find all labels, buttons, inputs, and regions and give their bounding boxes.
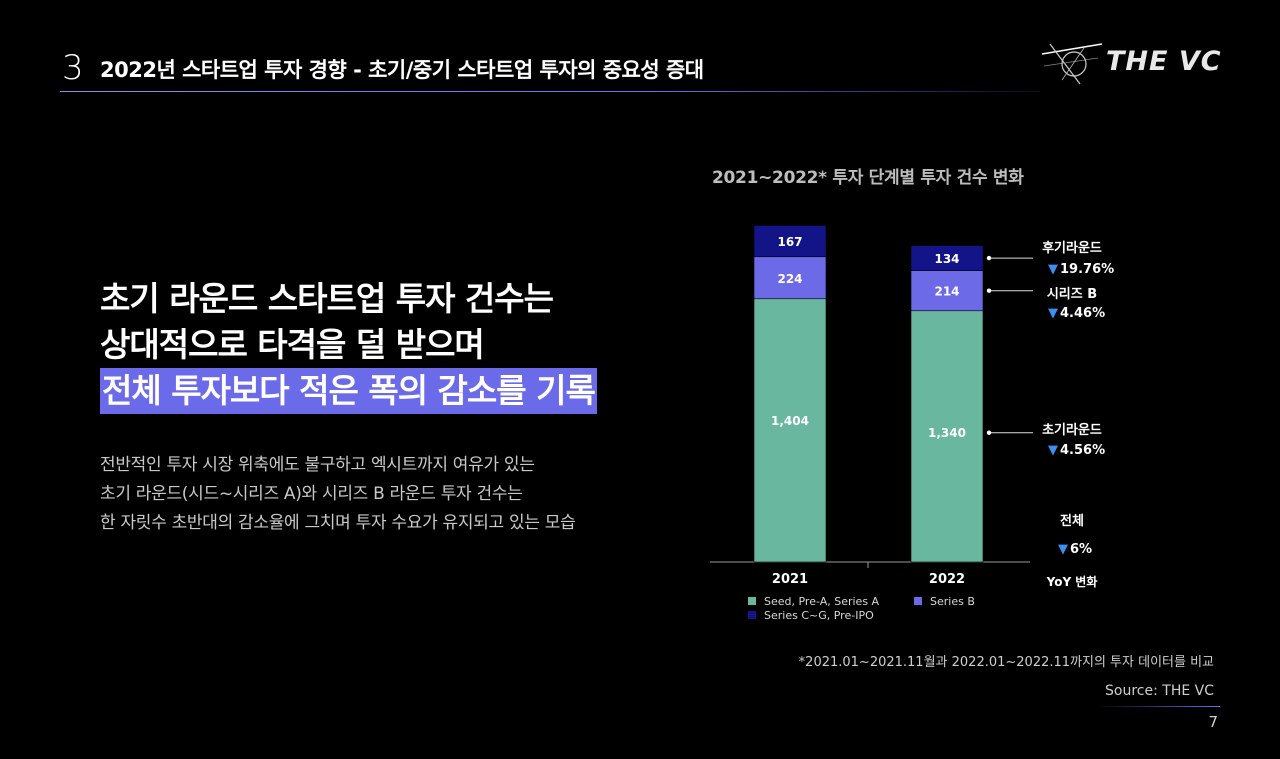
yoy-down-arrow-later: ▼ xyxy=(1048,262,1058,277)
x-tick-label-2021: 2021 xyxy=(772,572,808,587)
legend-label-2: Series B xyxy=(930,595,975,608)
yoy-value-early: 4.56% xyxy=(1060,443,1105,458)
bar-2022-series-1 xyxy=(910,310,984,563)
body-paragraph: 전반적인 투자 시장 위축에도 불구하고 엑시트까지 여유가 있는 초기 라운드… xyxy=(100,451,576,538)
data-label-2021-series-3: 167 xyxy=(777,235,802,249)
yoy-label-total: 전체 xyxy=(1060,513,1084,529)
bar-2021-series-1 xyxy=(753,298,827,563)
section-number: 3 xyxy=(62,48,84,88)
x-tick-label-2022: 2022 xyxy=(929,572,965,587)
bar-2022-series-3 xyxy=(910,245,984,271)
thevc-logo: THE VC xyxy=(1040,40,1230,90)
headline-line-1: 초기 라운드 스타트업 투자 건수는 xyxy=(100,279,554,318)
footnote: *2021.01~2021.11월과 2022.01~2022.11까지의 투자… xyxy=(798,655,1214,670)
yoy-down-arrow-early: ▼ xyxy=(1048,443,1058,458)
body-line-1: 전반적인 투자 시장 위축에도 불구하고 엑시트까지 여유가 있는 xyxy=(100,455,535,475)
data-label-2022-series-1: 1,340 xyxy=(928,426,966,440)
source-label: Source: THE VC xyxy=(1105,683,1214,699)
chart-title: 2021~2022* 투자 단계별 투자 건수 변화 xyxy=(712,168,1024,188)
body-line-2: 초기 라운드(시드~시리즈 A)와 시리즈 B 라운드 투자 건수는 xyxy=(100,484,523,504)
yoy-label-early: 초기라운드 xyxy=(1042,422,1102,438)
legend-swatch-3 xyxy=(748,611,756,619)
data-label-2022-series-3: 134 xyxy=(934,252,959,266)
body-line-3: 한 자릿수 초반대의 감소율에 그치며 투자 수요가 유지되고 있는 모습 xyxy=(100,513,576,533)
data-label-2021-series-2: 224 xyxy=(777,272,802,286)
legend-swatch-1 xyxy=(748,597,756,605)
yoy-caption: YoY 변화 xyxy=(1046,574,1098,589)
headline: 초기 라운드 스타트업 투자 건수는 상대적으로 타격을 덜 받으며 전체 투자… xyxy=(100,276,597,414)
yoy-value-later: 19.76% xyxy=(1060,262,1114,277)
yoy-leader-dot-early xyxy=(986,430,992,435)
source-divider xyxy=(1096,706,1220,707)
bar-2021-series-3 xyxy=(753,225,827,258)
legend-swatch-2 xyxy=(914,597,922,605)
legend-label-3: Series C~G, Pre-IPO xyxy=(764,609,874,622)
slide-header: 3 2022년 스타트업 투자 경향 - 초기/중기 스타트업 투자의 중요성 … xyxy=(60,44,1040,94)
yoy-value-total: 6% xyxy=(1070,542,1092,557)
page-number: 7 xyxy=(1208,713,1218,731)
yoy-down-arrow-series-b: ▼ xyxy=(1048,306,1058,321)
yoy-label-later: 후기라운드 xyxy=(1042,240,1102,256)
logo-text: THE VC xyxy=(1106,46,1222,77)
yoy-leader-dot-series-b xyxy=(986,288,992,293)
data-label-2021-series-1: 1,404 xyxy=(771,414,809,428)
logo-mark-icon xyxy=(1041,43,1103,85)
legend-label-1: Seed, Pre-A, Series A xyxy=(764,595,880,608)
slide-title: 2022년 스타트업 투자 경향 - 초기/중기 스타트업 투자의 중요성 증대 xyxy=(100,58,704,82)
data-label-2022-series-2: 214 xyxy=(934,285,959,299)
yoy-value-series-b: 4.46% xyxy=(1060,306,1105,321)
headline-highlight: 전체 투자보다 적은 폭의 감소를 기록 xyxy=(100,368,597,414)
yoy-label-series-b: 시리즈 B xyxy=(1047,286,1097,302)
yoy-leader-dot-later xyxy=(986,255,992,261)
bar-2022-series-2 xyxy=(910,270,984,312)
headline-line-2: 상대적으로 타격을 덜 받으며 xyxy=(100,325,485,364)
header-divider xyxy=(60,91,1040,92)
yoy-down-arrow-total: ▼ xyxy=(1058,542,1068,557)
